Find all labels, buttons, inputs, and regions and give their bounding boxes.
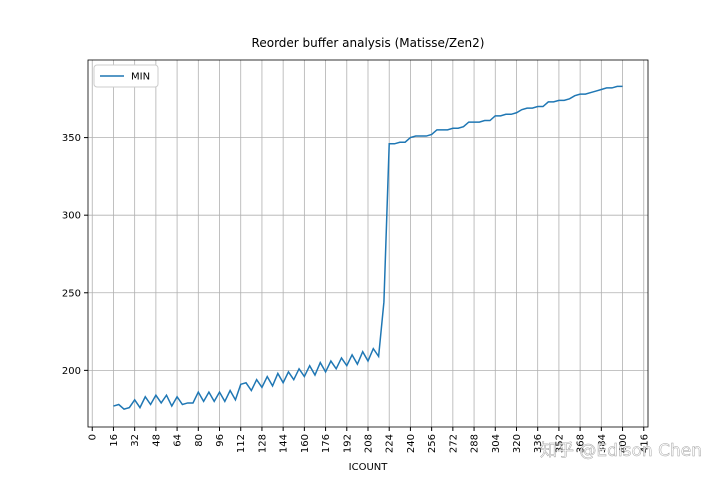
x-tick-label: 48 <box>151 434 162 447</box>
x-tick-label: 384 <box>597 434 608 453</box>
x-tick-label: 64 <box>173 434 184 447</box>
x-tick-label: 240 <box>406 434 417 453</box>
x-tick-label: 256 <box>427 434 438 453</box>
x-tick-label: 128 <box>257 434 268 453</box>
x-tick-label: 288 <box>470 434 481 453</box>
legend-box <box>93 64 159 88</box>
plot-frame <box>87 59 649 428</box>
x-tick-label: 336 <box>533 434 544 453</box>
x-tick-label: 160 <box>300 434 311 453</box>
x-tick-label: 400 <box>618 434 629 453</box>
x-tick-label: 192 <box>342 434 353 453</box>
x-tick-label: 320 <box>512 434 523 453</box>
x-axis-label: ICOUNT <box>349 462 389 473</box>
x-tick-label: 208 <box>364 434 375 453</box>
y-tick-label: 250 <box>62 288 81 299</box>
x-tick-label: 304 <box>491 434 502 453</box>
series-line <box>113 85 623 410</box>
watermark: 知乎 @Edison Chen <box>540 441 702 461</box>
y-tick-label: 300 <box>62 211 81 222</box>
x-tick-label: 224 <box>385 434 396 453</box>
x-tick-label: 80 <box>194 434 205 447</box>
x-tick-label: 352 <box>554 434 565 453</box>
legend-label: MIN <box>131 72 150 83</box>
x-tick-label: 144 <box>279 434 290 453</box>
x-tick-label: 176 <box>321 434 332 453</box>
x-tick-label: 96 <box>215 434 226 447</box>
x-tick-label: 416 <box>639 434 650 453</box>
x-tick-label: 32 <box>130 434 141 447</box>
x-tick-label: 16 <box>109 434 120 447</box>
y-tick-label: 200 <box>62 366 81 377</box>
y-tick-label: 350 <box>62 133 81 144</box>
x-tick-label: 112 <box>236 434 247 453</box>
x-tick-label: 272 <box>448 434 459 453</box>
chart-title: Reorder buffer analysis (Matisse/Zen2) <box>252 36 485 50</box>
x-tick-label: 0 <box>88 434 99 440</box>
x-tick-label: 368 <box>576 434 587 453</box>
